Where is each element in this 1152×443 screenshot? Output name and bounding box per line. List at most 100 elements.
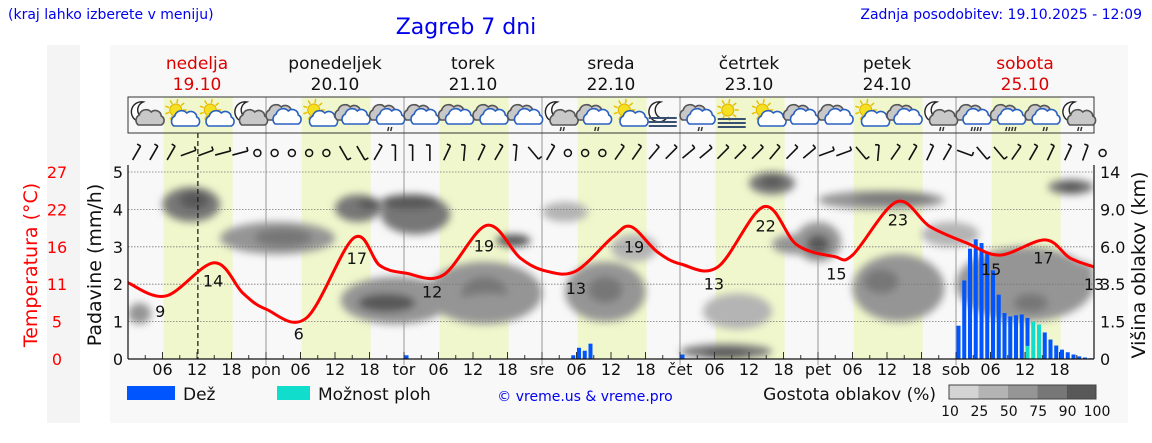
wind-barb [193,146,197,151]
day-date: 25.10 [1001,75,1050,95]
showers-bar [1025,345,1030,359]
wind-staff [338,145,349,161]
showers-legend-label: Možnost ploh [318,385,431,405]
wind-barb-icon [716,143,730,160]
wind-staff [631,145,643,161]
wind-barb [655,143,660,148]
wind-staff [993,146,1005,160]
wind-barb-icon [614,143,625,161]
cloud-shape [893,107,923,125]
wind-barb [759,143,764,148]
sun-ray [751,105,756,109]
cloud-shape [1031,107,1061,125]
day-date: 19.10 [173,75,222,95]
cloudy-rain-icon [955,103,992,132]
wind-barb [794,143,799,148]
rain-drop [979,126,982,132]
x-tick-hour: 06 [428,360,448,379]
wind-barb-icon [408,144,414,161]
wind-staff [1081,145,1089,161]
wind-staff [699,147,713,159]
temp-axis-panel [47,45,80,423]
day-date: 21.10 [449,75,498,95]
cloud-shape [1066,108,1097,126]
cloud-shape [757,109,787,127]
temperature-label: 17 [1033,248,1053,267]
cloud-shape [928,108,959,126]
left-tick: 5 [113,163,123,182]
wind-barb-icon [391,144,397,161]
wind-barb [538,155,543,160]
wind-staff [180,149,197,157]
wind-barb-icon [1011,143,1022,161]
wind-barb [154,143,159,147]
cloud-density-blob [588,276,623,303]
wind-barb-icon [338,145,352,161]
x-tick-hour: 18 [359,360,379,379]
wind-barb-icon [855,146,870,160]
rain-drop [697,126,700,132]
rain-bar [962,280,967,359]
wind-barb-icon [976,146,991,160]
wind-staff [514,144,518,162]
wind-barb-icon [875,143,880,162]
sun-ray [717,105,722,109]
cloudy-drizzle-icon [679,103,716,132]
x-tick-day: pon [251,360,281,379]
cloud-density-blob [852,193,933,204]
wind-barb-icon [631,143,643,161]
wind-barb-icon [545,143,556,161]
wind-staff [1046,145,1055,161]
wind-staff [477,145,486,161]
wind-barb-icon [942,143,953,161]
wind-staff [890,145,901,161]
wind-calm-icon [563,148,573,158]
temperature-label: 22 [755,217,775,236]
wind-barb [673,143,678,148]
wind-staff [876,144,880,162]
temperature-line [127,199,1095,324]
cloud-shape [479,107,509,125]
wind-staff [131,145,142,161]
cloud-density-blob [254,228,312,247]
sun-ray [859,115,863,120]
sun-ray [866,99,869,104]
rain-bar [404,355,409,359]
wind-barb [947,143,952,147]
wind-barb-icon [802,144,817,159]
rain-bar [973,239,978,359]
cloud-shape [513,107,544,125]
sun-ray [767,102,772,107]
wind-staff [149,145,159,161]
wind-staff [908,145,918,161]
wind-staff [1011,145,1022,161]
wind-barb [986,155,991,160]
cloud-shape [272,107,302,125]
sun-ray [307,115,311,120]
wind-barb-icon [818,146,835,157]
rain-bar [968,248,972,359]
cloudy-drizzle-icon [1024,103,1061,132]
wind-staff [836,149,852,157]
cloud-shape [410,107,440,125]
temperature-label: 17 [347,249,367,268]
cloud-legend-swatch [978,385,1008,399]
wind-barb [1017,143,1022,148]
rain-bar [1002,312,1007,359]
sun-ray [855,111,860,115]
rain-bar [588,343,593,359]
x-tick-hour: 06 [566,360,586,379]
wind-barb-icon [356,145,369,161]
temp-tick: 27 [47,163,67,182]
sun-cloud-icon [165,99,201,127]
showers-bar [1037,324,1041,359]
sun-ray [215,102,220,107]
wind-staff [802,147,817,159]
wind-barb-icon [648,143,660,160]
moon-fog-icon [648,101,677,127]
rain-bar [1042,332,1047,359]
rain-drop [1005,126,1008,132]
cloud-density-blob [760,175,784,187]
wind-barb-icon [166,143,176,161]
